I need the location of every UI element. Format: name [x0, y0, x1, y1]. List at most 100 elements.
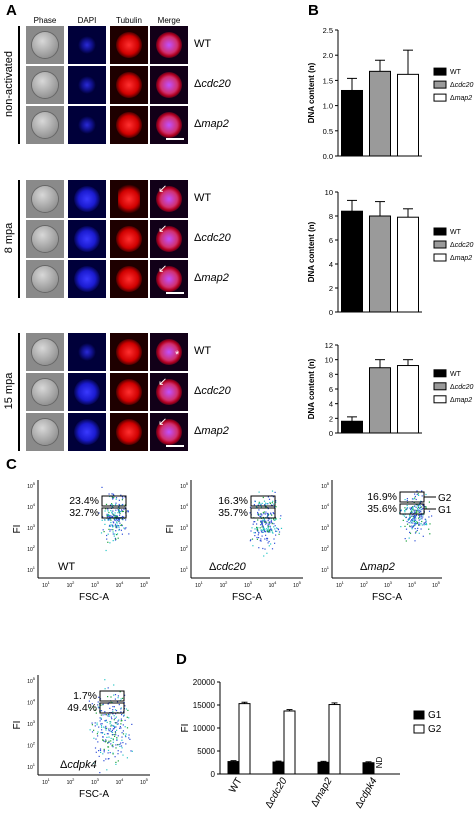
scatter-point	[103, 751, 105, 753]
scatter-point	[120, 742, 122, 744]
scatter-point	[417, 511, 419, 513]
scatter-point	[98, 707, 100, 709]
scatter-point	[405, 540, 407, 542]
cell-body	[116, 339, 142, 365]
scatter-point	[270, 521, 272, 523]
scatter-point	[118, 510, 120, 512]
scatter-point	[274, 519, 276, 521]
scatter-point	[91, 731, 94, 733]
gate-box-upper	[399, 491, 425, 503]
micrograph-dapi	[68, 180, 106, 218]
scatter-point	[418, 507, 421, 509]
cell-body	[32, 186, 58, 212]
scatter-point	[121, 736, 123, 738]
bar-g1	[227, 761, 240, 775]
scatter-point	[265, 502, 267, 504]
scatter-point	[263, 520, 265, 522]
scatter-point	[112, 526, 114, 528]
scatter-point	[400, 510, 402, 512]
scatter-point	[110, 524, 112, 526]
cell-body	[156, 32, 182, 58]
micrograph-phase	[26, 106, 64, 144]
strain-label: Δcdc20	[194, 78, 231, 90]
x-tick-label: 104	[116, 777, 125, 786]
scatter-point	[120, 727, 122, 729]
micrograph-dapi	[68, 106, 106, 144]
scatter-point	[100, 532, 103, 534]
scatter-point	[110, 716, 112, 718]
scatter-point	[112, 744, 114, 746]
scatter-point	[261, 522, 264, 524]
scatter-point	[273, 538, 275, 540]
scatter-point	[263, 528, 265, 530]
gate-percent-lower: 32.7%	[69, 507, 99, 519]
gate-box-lower	[101, 507, 127, 519]
scatter-point	[119, 522, 121, 524]
legend-label: WT	[450, 371, 462, 378]
scatter-point	[112, 706, 114, 708]
scatter-point	[264, 513, 266, 515]
scatter-point	[410, 511, 412, 513]
scatter-point	[267, 514, 269, 517]
scatter-point	[418, 532, 420, 534]
scatter-point	[107, 514, 109, 517]
scatter-point	[97, 735, 99, 737]
scatter-point	[410, 510, 412, 512]
scatter-point	[256, 526, 258, 528]
scatter-point	[104, 688, 106, 690]
scatter-point	[111, 506, 113, 508]
scatter-point	[417, 493, 419, 495]
gate-percent-upper: 23.4%	[69, 495, 99, 507]
scatter-point	[411, 527, 413, 529]
y-tick-label: 6	[329, 385, 333, 394]
micrograph-tub	[110, 66, 148, 104]
scatter-point	[264, 548, 266, 550]
scatter-point	[120, 723, 122, 725]
scatter-point	[114, 731, 116, 733]
scatter-point	[428, 516, 430, 518]
scatter-point	[115, 538, 117, 540]
scatter-point	[272, 496, 274, 498]
scatter-point	[111, 496, 113, 498]
y-tick-label: 5000	[197, 747, 215, 756]
scatter-point	[116, 521, 118, 523]
strain-label: Δmap2	[194, 425, 229, 437]
scatter-point	[112, 521, 114, 523]
scatter-point	[100, 718, 102, 720]
micrograph-dapi	[68, 220, 106, 258]
scatter-point	[267, 518, 269, 520]
scatter-point	[114, 537, 116, 539]
scatter-point	[104, 510, 106, 512]
scatter-point	[116, 723, 118, 725]
cell-body	[156, 419, 182, 445]
scatter-point	[421, 506, 423, 508]
scatter-point	[407, 519, 410, 521]
scatter-point	[104, 679, 106, 681]
cell-body	[74, 419, 100, 445]
y-tick-label: 101	[180, 565, 189, 574]
micrograph-merge	[150, 180, 188, 218]
scatter-point	[266, 537, 268, 539]
bar	[341, 420, 363, 434]
scatter-point	[270, 528, 272, 530]
scatter-point	[259, 502, 261, 504]
micrograph-merge	[150, 220, 188, 258]
scatter-point	[115, 515, 117, 517]
scatter-point	[115, 747, 117, 749]
y-tick-label: 103	[180, 523, 189, 532]
scatter-point	[107, 733, 109, 735]
micrograph-tub	[110, 333, 148, 371]
scatter-point	[415, 498, 417, 501]
scatter-point	[93, 737, 95, 739]
scatter-point	[107, 687, 109, 689]
scatter-point	[116, 737, 118, 739]
y-tick-label: 1.0	[323, 102, 333, 111]
scatter-point	[112, 753, 114, 755]
scatter-point	[124, 705, 126, 707]
scatter-point	[418, 514, 420, 516]
y-axis-label: DNA content (n)	[307, 62, 316, 123]
scatter-point	[256, 536, 258, 539]
scatter-point	[265, 534, 267, 536]
scatter-point	[276, 527, 278, 529]
scatter-point	[106, 733, 108, 735]
